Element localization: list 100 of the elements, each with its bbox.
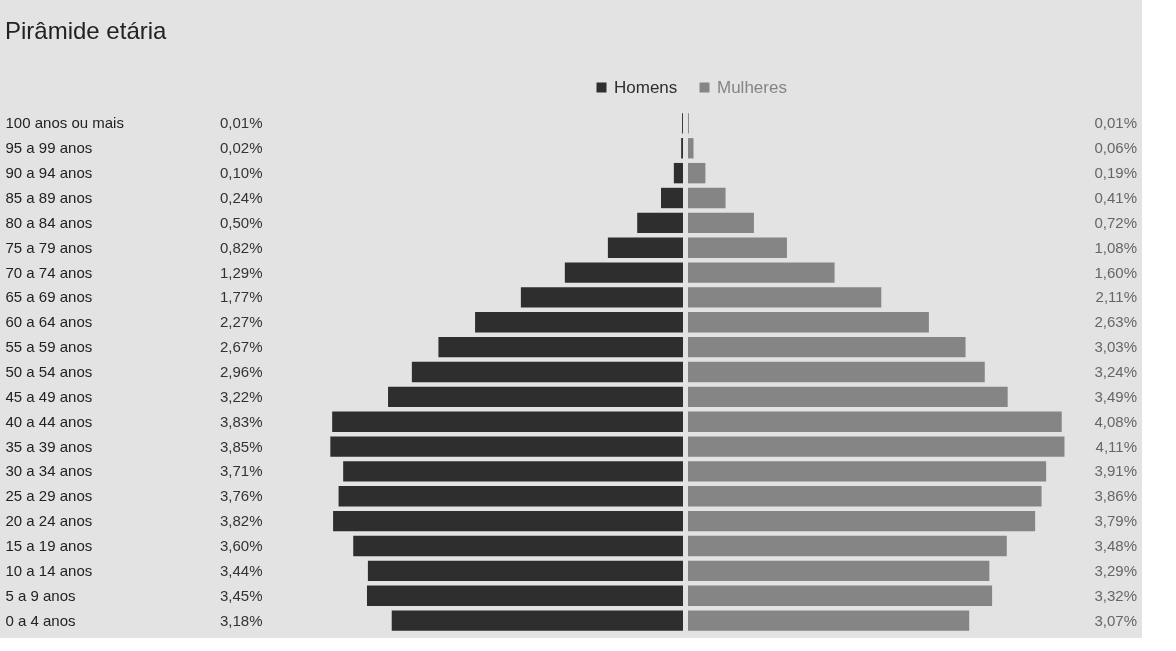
data-label: 0,72% [1094,213,1137,231]
bar [353,535,683,557]
data-label: 0,01% [220,114,263,132]
data-label: 4,11% [1095,437,1137,455]
bar [688,361,985,383]
data-label: 3,44% [220,561,263,579]
y-tick-label: 90 a 94 anos [5,164,93,182]
data-label: 3,49% [1094,387,1137,405]
data-label: 1,29% [220,263,263,281]
data-label: 3,29% [1094,561,1137,579]
y-tick-label: 30 a 34 anos [5,462,93,480]
bar [688,212,754,234]
data-label: 2,11% [1095,288,1137,306]
bar [688,610,970,631]
data-label: 2,63% [1094,313,1137,331]
legend-label: Mulheres [717,77,787,97]
data-label: 3,48% [1094,537,1137,554]
bar [366,585,683,606]
data-label: 3,83% [220,412,263,430]
data-label: 1,08% [1094,238,1137,256]
bar [673,162,683,184]
data-label: 3,82% [220,512,263,530]
data-label: 1,77% [220,288,263,306]
y-tick-label: 40 a 44 anos [5,412,93,430]
data-label: 3,22% [220,387,263,405]
data-label: 2,27% [220,313,263,331]
data-label: 0,82% [220,238,263,256]
y-tick-label: 80 a 84 anos [5,213,93,231]
bar [688,510,1036,532]
y-tick-label: 95 a 99 anos [5,139,93,157]
bar [637,212,683,234]
bar [343,461,683,482]
data-label: 3,76% [220,487,263,505]
bar [688,436,1065,457]
data-label: 3,79% [1094,512,1137,530]
data-label: 0,41% [1094,189,1137,206]
data-label: 3,71% [220,462,263,480]
y-tick-label: 10 a 14 anos [5,561,93,579]
data-label: 2,67% [220,338,263,356]
data-label: 4,08% [1094,412,1137,430]
bar [411,361,683,383]
y-tick-label: 35 a 39 anos [5,437,93,455]
bar [688,585,993,606]
data-label: 0,01% [1094,114,1137,132]
bar [438,336,683,358]
bar [688,411,1062,432]
y-tick-label: 5 a 9 anos [5,586,76,604]
y-tick-label: 85 a 89 anos [5,189,93,206]
data-label: 0,19% [1094,164,1137,182]
bar [688,187,726,209]
data-label: 2,96% [220,363,263,380]
y-tick-label: 25 a 29 anos [5,487,93,505]
data-label: 3,24% [1094,363,1137,380]
bar [564,262,683,283]
legend-label: Homens [614,77,678,97]
y-tick-label: 45 a 49 anos [5,387,93,405]
y-tick-label: 20 a 24 anos [5,512,93,530]
bar [688,535,1007,557]
data-label: 3,60% [220,537,263,554]
y-tick-label: 60 a 64 anos [5,313,93,331]
bar [688,237,787,258]
y-tick-label: 55 a 59 anos [5,338,93,356]
bar [688,262,835,283]
bar [688,287,882,308]
bar [661,187,683,209]
bar [520,287,683,308]
bar [367,560,683,582]
y-tick-label: 0 a 4 anos [5,611,76,629]
data-label: 0,02% [220,139,263,157]
y-tick-label: 15 a 19 anos [5,537,93,554]
bar [391,610,683,631]
bar [688,162,706,184]
bar [688,386,1008,408]
bar [688,486,1042,507]
bar [688,461,1047,482]
bar [688,312,929,333]
bar [338,486,683,507]
bar [607,237,683,258]
bar [688,560,990,582]
data-label: 0,06% [1094,139,1137,157]
data-label: 1,60% [1094,263,1137,281]
bar [333,510,683,532]
data-label: 3,03% [1094,338,1137,356]
y-tick-label: 70 a 74 anos [5,263,93,281]
y-tick-label: 50 a 54 anos [5,363,93,380]
data-label: 3,85% [220,437,263,455]
text: Pirâmide etária [5,17,168,44]
data-label: 3,91% [1094,462,1137,480]
y-tick-label: 75 a 79 anos [5,238,93,256]
y-tick-label: 100 anos ou mais [5,114,124,132]
data-label: 3,18% [220,611,263,629]
bar [330,436,683,457]
data-label: 0,10% [220,164,263,182]
bar [388,386,683,408]
bar [332,411,683,432]
data-label: 3,07% [1094,611,1137,629]
data-label: 3,45% [220,586,263,604]
data-label: 0,24% [220,189,263,206]
data-label: 3,86% [1094,487,1137,505]
data-label: 3,32% [1094,586,1137,604]
